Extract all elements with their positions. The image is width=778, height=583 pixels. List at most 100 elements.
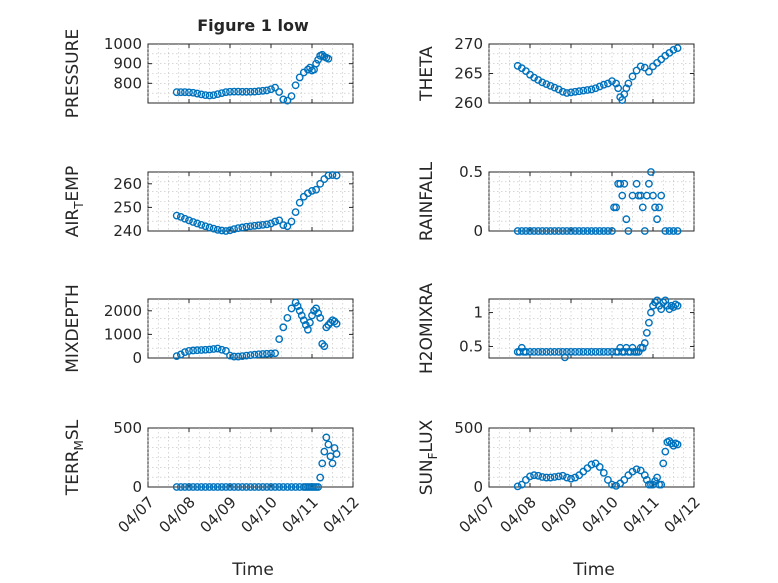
y-axis-label: PRESSURE [63,29,83,118]
data-point [591,84,600,93]
data-point [632,66,641,75]
data-point [246,351,255,360]
y-tick-label: 0 [473,478,483,496]
data-point [295,73,304,82]
data-point [567,88,575,97]
data-point [185,88,193,97]
data-point [275,88,284,96]
data-point [230,87,239,96]
x-tick-label: 04/12 [661,493,704,536]
data-point [604,227,612,235]
data-point [620,179,629,188]
data-point [297,311,306,320]
y-tick-label: 500 [454,419,483,437]
data-point [314,55,323,64]
data-point [197,346,206,354]
data-point [176,88,185,97]
data-point [575,227,584,235]
data-point [254,221,263,230]
data-point [575,87,584,96]
data-point [591,347,600,356]
data-point [612,79,620,88]
data-point [554,227,563,235]
data-point [638,343,647,352]
data-point [271,217,279,226]
data-point [197,483,206,491]
data-point [579,227,588,235]
data-point [647,168,655,176]
data-point [258,86,267,95]
data-point [267,349,275,358]
data-point [254,483,263,491]
data-point [599,80,608,89]
data-point [669,46,678,54]
y-tick-label: 240 [113,222,142,240]
data-point [293,302,302,310]
data-point [546,227,555,235]
data-point [238,483,247,491]
data-point [563,347,571,356]
data-point [201,483,210,491]
data-point [213,90,222,99]
subplot-4: 0 0.5 RAINFALL [417,161,695,241]
data-point [517,343,526,352]
y-tick-label: 265 [454,65,483,83]
data-point [608,227,616,235]
x-tick-label: 04/09 [197,493,240,536]
data-point [275,216,284,225]
data-point [614,84,623,93]
data-point [657,191,666,200]
data-point [642,329,651,337]
data-point [604,347,612,356]
data-point [287,217,296,226]
data-point [554,347,563,356]
data-point [230,483,239,491]
x-tick-label: 04/12 [320,493,363,536]
y-tick-label: 270 [454,35,483,53]
data-point [571,87,579,96]
data-point [221,347,230,355]
data-point [628,72,637,81]
data-point [622,84,631,93]
data-point [291,208,300,217]
data-point [250,221,259,230]
data-point [258,483,267,491]
data-point [550,473,559,481]
data-point [246,87,255,96]
data-point [312,304,320,313]
data-point [567,227,575,235]
y-tick-label: 1000 [104,325,142,343]
data-point [538,473,547,481]
data-point [238,352,247,361]
data-point [579,86,588,95]
data-point [563,227,571,235]
data-point [197,220,206,229]
x-tick-label: 04/10 [579,493,622,536]
data-point [234,224,243,233]
y-tick-label: 0 [132,478,142,496]
data-point [673,301,682,310]
data-point [640,63,649,72]
data-point [587,460,596,469]
data-point [180,483,189,491]
data-point [316,313,325,322]
data-point [328,171,337,179]
subplot-6: 0.5 1 H2OMIXRA [417,283,695,374]
data-point [618,191,627,200]
data-point [209,483,218,491]
data-point [267,483,275,491]
data-point [522,347,530,356]
data-point [622,215,631,224]
y-tick-label: 1000 [104,35,142,53]
data-point [332,319,341,328]
data-point [655,203,664,212]
data-point [209,91,218,100]
data-point [185,216,193,225]
data-point [645,179,653,188]
data-point [579,347,588,356]
data-point [608,77,616,86]
data-point [226,483,234,491]
data-point [180,348,189,356]
